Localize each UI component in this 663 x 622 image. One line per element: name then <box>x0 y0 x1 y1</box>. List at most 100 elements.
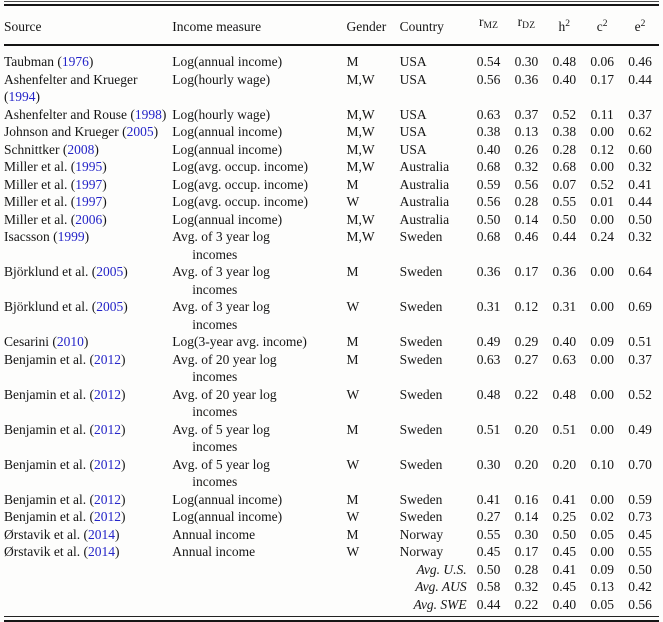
income-measure-cell: Log(annual income) <box>172 491 346 509</box>
close-paren: ) <box>123 299 128 314</box>
gender-cell: M,W <box>346 141 375 157</box>
rmz-value-cell: 0.50 <box>476 561 501 577</box>
h2-value-cell: 0.40 <box>552 71 577 87</box>
source-year-link[interactable]: 2005 <box>96 264 124 279</box>
open-paren: ( <box>89 456 94 472</box>
source-cell: Ørstavik et al. (2014) <box>4 526 172 544</box>
rmz-value-cell: 0.51 <box>476 421 501 437</box>
open-paren: ( <box>130 106 135 122</box>
e2-value-cell: 0.32 <box>628 159 652 174</box>
heritability-table: Source Income measure Gender Country rMZ… <box>4 6 659 613</box>
measure-line: Avg. of 20 year log <box>172 351 277 367</box>
source-year-link[interactable]: 2012 <box>93 421 121 437</box>
source-cell: Ashenfelter and Krueger (1994) <box>4 71 172 106</box>
rmz-value-cell: 0.55 <box>476 526 501 542</box>
source-year-link[interactable]: 2014 <box>87 544 115 559</box>
source-name: Isacsson <box>4 229 54 244</box>
h2-value-cell: 0.68 <box>552 159 577 174</box>
table-row: Ørstavik et al. (2014) Annual income M Norw… <box>4 526 659 544</box>
measure-line: incomes <box>192 369 238 384</box>
measure-line: Log(annual income) <box>172 509 283 524</box>
source-year-link[interactable]: 1999 <box>57 229 85 244</box>
col-header-rdz: rDZ <box>507 6 546 46</box>
source-year-link[interactable]: 2012 <box>93 456 121 472</box>
h2-value-cell: 0.50 <box>552 526 577 542</box>
country-cell: Sweden <box>399 421 443 437</box>
source-year-link[interactable]: 2012 <box>93 386 121 402</box>
c2-value-cell: 0.00 <box>590 421 614 437</box>
source-cell: Johnson and Krueger (2005) <box>4 123 172 141</box>
h2-value-cell: 0.63 <box>552 351 577 367</box>
source-year-link[interactable]: 2008 <box>67 141 95 157</box>
country-cell: Australia <box>399 194 450 209</box>
source-cell: Isacsson (1999) <box>4 228 172 263</box>
source-year-link[interactable]: 1995 <box>75 159 103 174</box>
e2-superscript: 2 <box>640 19 646 29</box>
source-cell: Miller et al. (1995) <box>4 158 172 176</box>
open-paren: ( <box>89 351 94 367</box>
h2-value-cell: 0.36 <box>552 264 577 279</box>
source-year-link[interactable]: 1976 <box>61 54 89 69</box>
source-year-link[interactable]: 1997 <box>75 194 103 209</box>
summary-row: Avg. U.S. 0.50 0.28 0.41 0.09 0.50 <box>4 561 659 579</box>
rdz-value-cell: 0.32 <box>514 579 539 594</box>
source-year-link[interactable]: 1998 <box>134 106 162 122</box>
c2-value-cell: 0.02 <box>590 509 614 524</box>
source-year-link[interactable]: 1994 <box>8 89 36 104</box>
e2-value-cell: 0.59 <box>628 491 652 507</box>
empty-cell <box>4 561 400 579</box>
table-row: Schnittker (2008) Log(annual income) M,W US… <box>4 141 659 159</box>
gender-cell: M <box>346 526 359 542</box>
source-name: Benjamin et al. <box>4 491 90 507</box>
country-cell: Sweden <box>399 264 443 279</box>
source-cell: Taubman (1976) <box>4 45 172 71</box>
source-name: Björklund et al. <box>4 299 92 314</box>
country-cell: Sweden <box>399 456 443 472</box>
col-header-e2: e2 <box>621 6 659 46</box>
country-cell: Australia <box>399 211 450 227</box>
c2-value-cell: 0.24 <box>590 229 614 244</box>
income-measure-cell: Avg. of 3 year log incomes <box>172 298 346 333</box>
income-measure-cell: Log(annual income) <box>172 508 346 526</box>
c2-value-cell: 0.00 <box>590 211 614 227</box>
close-paren: ) <box>102 159 107 174</box>
source-year-link[interactable]: 2006 <box>75 211 103 227</box>
gender-cell: W <box>346 194 360 209</box>
source-year-link[interactable]: 2012 <box>93 491 121 507</box>
close-paren: ) <box>83 334 89 349</box>
income-measure-cell: Avg. of 5 year log incomes <box>172 456 346 491</box>
open-paren: ( <box>83 544 88 559</box>
rmz-value-cell: 0.27 <box>476 509 501 524</box>
e2-value-cell: 0.42 <box>628 579 652 594</box>
gender-cell: M <box>346 264 359 279</box>
rdz-value-cell: 0.56 <box>514 176 539 192</box>
close-paren: ) <box>84 229 90 244</box>
close-paren: ) <box>102 194 107 209</box>
c2-value-cell: 0.00 <box>590 159 614 174</box>
e2-value-cell: 0.50 <box>628 561 652 577</box>
gender-cell: M,W <box>346 124 375 139</box>
open-paren: ( <box>70 159 76 174</box>
source-year-link[interactable]: 2005 <box>96 299 124 314</box>
source-year-link[interactable]: 2010 <box>56 334 84 349</box>
table-row: Taubman (1976) Log(annual income) M USA 0.54… <box>4 45 659 71</box>
measure-line: Log(hourly wage) <box>172 71 271 87</box>
rmz-value-cell: 0.63 <box>476 351 501 367</box>
rdz-value-cell: 0.13 <box>514 124 539 139</box>
measure-line: Avg. of 3 year log <box>172 299 270 314</box>
source-year-link[interactable]: 2005 <box>126 124 154 139</box>
c2-superscript: 2 <box>602 19 608 29</box>
source-year-link[interactable]: 2014 <box>87 526 115 542</box>
table-row: Benjamin et al. (2012) Avg. of 20 year lo… <box>4 351 659 386</box>
source-cell: Ashenfelter and Rouse (1998) <box>4 106 172 124</box>
source-year-link[interactable]: 2012 <box>93 351 121 367</box>
summary-row: Avg. SWE 0.44 0.22 0.40 0.05 0.56 <box>4 596 659 614</box>
source-cell: Benjamin et al. (2012) <box>4 386 172 421</box>
source-year-link[interactable]: 1997 <box>75 176 103 192</box>
table-row: Ashenfelter and Krueger (1994) Log(hourly… <box>4 71 659 106</box>
gender-cell: M <box>346 491 359 507</box>
country-cell: Australia <box>399 176 450 192</box>
source-year-link[interactable]: 2012 <box>93 509 121 524</box>
measure-line: Log(annual income) <box>172 124 283 139</box>
empty-cell <box>4 596 400 614</box>
